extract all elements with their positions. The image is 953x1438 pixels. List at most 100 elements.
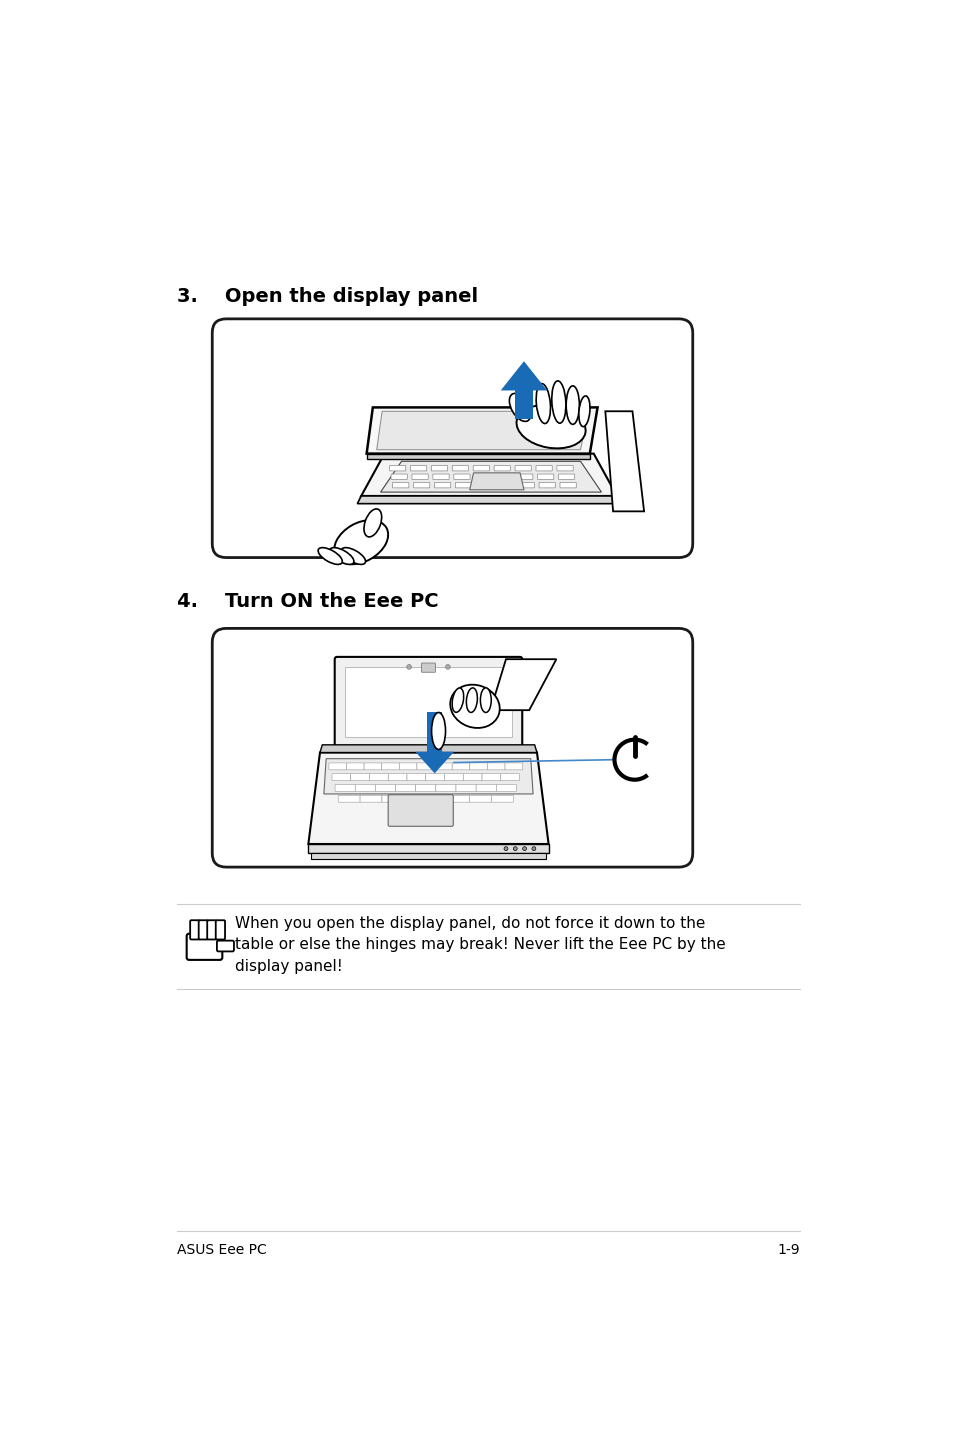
FancyBboxPatch shape — [500, 774, 519, 781]
FancyBboxPatch shape — [452, 764, 469, 769]
Ellipse shape — [516, 406, 585, 449]
FancyBboxPatch shape — [475, 475, 491, 479]
Circle shape — [532, 847, 536, 850]
FancyBboxPatch shape — [413, 483, 430, 487]
FancyBboxPatch shape — [452, 466, 468, 470]
Bar — [344, 667, 512, 738]
Text: 1-9: 1-9 — [777, 1242, 800, 1257]
FancyBboxPatch shape — [399, 764, 416, 769]
Circle shape — [445, 664, 450, 669]
Polygon shape — [366, 453, 589, 459]
FancyBboxPatch shape — [355, 785, 375, 791]
Ellipse shape — [364, 509, 381, 536]
FancyBboxPatch shape — [431, 466, 447, 470]
FancyBboxPatch shape — [393, 483, 409, 487]
Polygon shape — [469, 473, 523, 490]
FancyBboxPatch shape — [455, 483, 471, 487]
FancyBboxPatch shape — [425, 795, 447, 802]
Ellipse shape — [317, 548, 342, 564]
FancyBboxPatch shape — [491, 795, 513, 802]
FancyBboxPatch shape — [558, 475, 574, 479]
FancyBboxPatch shape — [407, 774, 425, 781]
FancyBboxPatch shape — [421, 663, 435, 673]
FancyBboxPatch shape — [375, 785, 395, 791]
FancyBboxPatch shape — [536, 466, 552, 470]
FancyBboxPatch shape — [212, 628, 692, 867]
Circle shape — [522, 847, 526, 850]
FancyBboxPatch shape — [212, 319, 692, 558]
FancyBboxPatch shape — [388, 774, 407, 781]
FancyBboxPatch shape — [435, 764, 452, 769]
FancyBboxPatch shape — [215, 920, 225, 939]
FancyBboxPatch shape — [454, 475, 470, 479]
FancyBboxPatch shape — [388, 795, 453, 827]
FancyBboxPatch shape — [335, 657, 521, 748]
FancyBboxPatch shape — [389, 466, 405, 470]
FancyBboxPatch shape — [190, 920, 199, 939]
FancyBboxPatch shape — [469, 764, 487, 769]
Ellipse shape — [450, 684, 499, 728]
FancyBboxPatch shape — [469, 795, 491, 802]
Ellipse shape — [536, 384, 550, 424]
FancyBboxPatch shape — [381, 764, 399, 769]
Bar — [514, 391, 533, 418]
Ellipse shape — [452, 687, 463, 712]
FancyBboxPatch shape — [416, 785, 436, 791]
FancyBboxPatch shape — [476, 483, 492, 487]
Polygon shape — [308, 752, 548, 844]
FancyBboxPatch shape — [335, 785, 355, 791]
FancyBboxPatch shape — [436, 785, 456, 791]
Ellipse shape — [431, 712, 445, 749]
FancyBboxPatch shape — [364, 764, 381, 769]
Polygon shape — [319, 745, 537, 752]
Polygon shape — [380, 462, 600, 492]
FancyBboxPatch shape — [476, 785, 496, 791]
Text: When you open the display panel, do not force it down to the
table or else the h: When you open the display panel, do not … — [235, 916, 725, 974]
FancyBboxPatch shape — [329, 764, 346, 769]
FancyBboxPatch shape — [496, 785, 516, 791]
Polygon shape — [357, 496, 620, 503]
Polygon shape — [308, 844, 548, 853]
Polygon shape — [490, 659, 556, 710]
Ellipse shape — [334, 521, 388, 564]
Ellipse shape — [509, 394, 530, 421]
FancyBboxPatch shape — [517, 483, 534, 487]
Text: ASUS Eee PC: ASUS Eee PC — [177, 1242, 267, 1257]
FancyBboxPatch shape — [447, 795, 469, 802]
FancyBboxPatch shape — [497, 483, 513, 487]
FancyBboxPatch shape — [557, 466, 573, 470]
Circle shape — [513, 847, 517, 850]
FancyBboxPatch shape — [504, 764, 522, 769]
FancyBboxPatch shape — [537, 475, 553, 479]
Text: 3.    Open the display panel: 3. Open the display panel — [177, 286, 478, 305]
FancyBboxPatch shape — [351, 774, 369, 781]
Polygon shape — [415, 752, 454, 774]
FancyBboxPatch shape — [198, 920, 208, 939]
FancyBboxPatch shape — [359, 795, 381, 802]
FancyBboxPatch shape — [444, 774, 463, 781]
FancyBboxPatch shape — [332, 774, 351, 781]
Polygon shape — [361, 453, 617, 496]
Polygon shape — [323, 759, 533, 794]
FancyBboxPatch shape — [487, 764, 504, 769]
FancyBboxPatch shape — [434, 483, 450, 487]
Ellipse shape — [480, 687, 491, 712]
Ellipse shape — [466, 687, 476, 712]
Circle shape — [503, 847, 507, 850]
Circle shape — [425, 664, 431, 670]
FancyBboxPatch shape — [381, 795, 403, 802]
FancyBboxPatch shape — [473, 466, 489, 470]
FancyBboxPatch shape — [496, 475, 512, 479]
FancyBboxPatch shape — [515, 466, 531, 470]
Ellipse shape — [341, 548, 365, 564]
Bar — [427, 712, 442, 752]
FancyBboxPatch shape — [216, 940, 233, 952]
FancyBboxPatch shape — [395, 785, 416, 791]
FancyBboxPatch shape — [481, 774, 500, 781]
FancyBboxPatch shape — [416, 764, 435, 769]
FancyBboxPatch shape — [369, 774, 388, 781]
FancyBboxPatch shape — [433, 475, 449, 479]
Polygon shape — [605, 411, 643, 512]
FancyBboxPatch shape — [538, 483, 555, 487]
FancyBboxPatch shape — [391, 475, 407, 479]
